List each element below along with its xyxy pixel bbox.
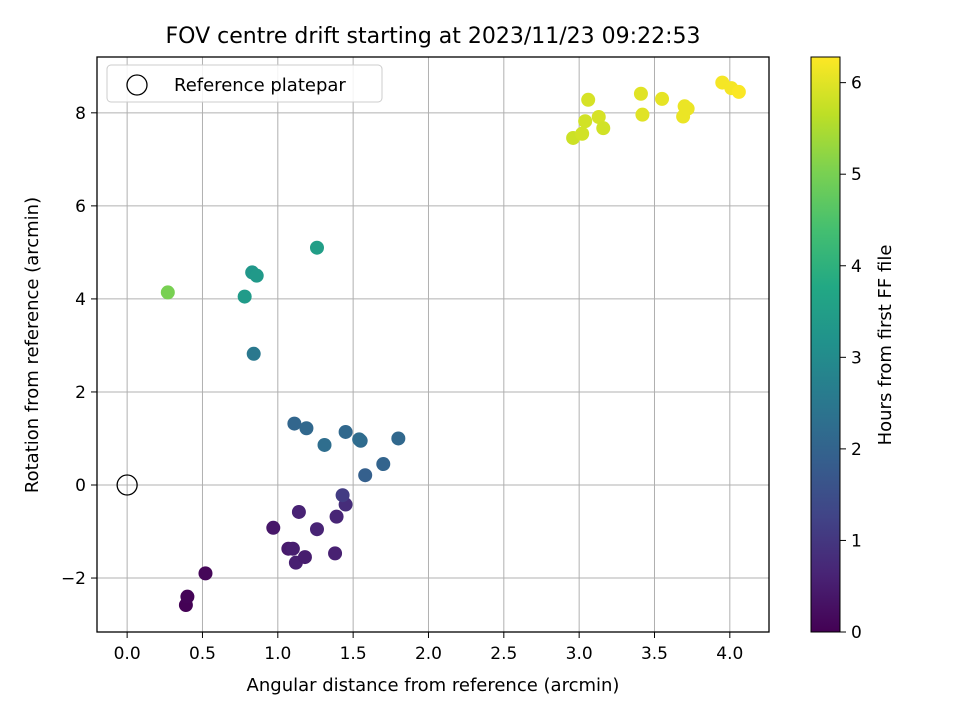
data-point [287,416,302,431]
x-tick-label: 1.5 [340,644,367,664]
colorbar-tick-label: 0 [851,623,862,643]
x-tick-label: 2.5 [490,644,517,664]
grid [97,57,769,632]
data-point [249,268,264,283]
data-point [358,468,373,483]
data-point [297,550,312,565]
data-points [160,75,746,613]
x-tick-label: 1.0 [264,644,291,664]
data-point [266,520,281,535]
data-point [309,522,324,537]
data-point [291,504,306,519]
legend-entry-reference-platepar: Reference platepar [174,75,346,96]
y-axis-label: Rotation from reference (arcmin) [22,197,43,493]
data-point [328,546,343,561]
legend-marker-icon [126,74,148,96]
colorbar-tick-label: 1 [851,531,862,551]
x-axis-ticks: 0.0 0.5 1.0 1.5 2.0 2.5 3.0 3.5 4.0 [114,632,743,664]
data-point [596,121,611,136]
data-point [391,431,406,446]
x-axis-label: Angular distance from reference (arcmin) [247,675,620,696]
data-point [578,114,593,129]
x-tick-label: 0.0 [114,644,141,664]
data-point [317,437,332,452]
y-tick-label: 2 [75,383,86,403]
data-point [635,107,650,122]
data-point [581,92,596,107]
data-point [180,589,195,604]
colorbar-tick-label: 4 [851,257,862,277]
data-point [335,488,350,503]
data-point [376,457,391,472]
data-point [309,240,324,255]
data-point [198,566,213,581]
colorbar-tick-label: 2 [851,440,862,460]
x-tick-label: 3.0 [566,644,593,664]
reference-platepar-marker [116,474,138,496]
data-point [680,101,695,116]
colorbar-tick-label: 5 [851,165,862,185]
data-point [655,91,670,106]
data-point [246,346,261,361]
data-point [329,509,344,524]
y-tick-label: 6 [75,197,86,217]
colorbar-gradient [810,56,841,633]
data-point [575,126,590,141]
data-point [338,424,353,439]
y-tick-label: 4 [75,290,86,310]
y-tick-label: −2 [61,569,86,589]
chart-title: FOV centre drift starting at 2023/11/23 … [166,24,701,49]
data-point [633,86,648,101]
data-point [731,84,746,99]
x-tick-label: 0.5 [189,644,216,664]
colorbar-tick-label: 3 [851,348,862,368]
data-point [237,289,252,304]
colorbar-label: Hours from first FF file [875,245,896,446]
x-tick-label: 4.0 [716,644,743,664]
data-point [285,541,300,556]
data-point [160,285,175,300]
plot-frame [96,56,770,633]
x-tick-label: 2.0 [415,644,442,664]
data-point [299,421,314,436]
data-point [591,110,606,125]
legend-box [106,64,383,103]
y-tick-label: 8 [75,104,86,124]
legend: Reference platepar [106,64,383,103]
y-tick-label: 0 [75,476,86,496]
colorbar-ticks: 0 1 2 3 4 5 6 [840,74,862,643]
y-axis-ticks: −2 0 2 4 6 8 [61,104,97,589]
data-point [352,432,367,447]
colorbar: 0 1 2 3 4 5 6 Hours from first FF file [810,56,896,643]
colorbar-tick-label: 6 [851,74,862,94]
x-tick-label: 3.5 [641,644,668,664]
reference-marker-layer [116,474,138,496]
